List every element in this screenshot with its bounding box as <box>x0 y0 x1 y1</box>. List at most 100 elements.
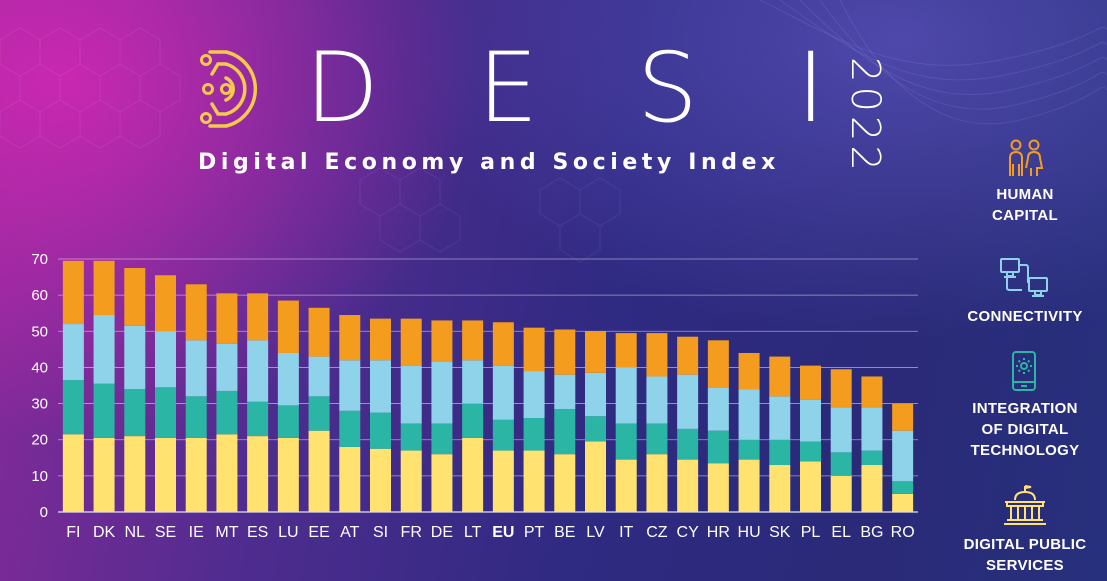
x-tick-label: BE <box>554 524 575 541</box>
bar-segment-lv <box>585 416 606 442</box>
bar-segment-pt <box>523 371 545 419</box>
desi-stacked-bar-chart: 0 10 20 30 40 50 60 70 FI DK NL SE IE MT ES LU EE AT SI FR D… <box>31 251 914 541</box>
bar-segment-fr <box>400 450 422 512</box>
bar-segment-nl <box>124 389 146 437</box>
bar-segment-hu <box>738 459 760 512</box>
bar-segment-es <box>247 340 269 402</box>
bar-segment-pl <box>800 399 821 442</box>
bar-segment-bg <box>861 450 883 466</box>
x-tick-label: IT <box>619 524 633 541</box>
bar-segment-el <box>830 475 852 512</box>
bar-segment-be <box>554 374 576 409</box>
bar-segment-at <box>339 410 361 447</box>
bar-segment-el <box>830 452 852 476</box>
bar-segment-eu <box>492 365 514 420</box>
bar-segment-de <box>431 362 453 424</box>
bar-segment-es <box>247 401 269 437</box>
x-tick-label: DK <box>93 524 116 541</box>
network-computers-icon <box>1000 258 1048 297</box>
bar-segment-ee <box>308 307 330 357</box>
bar-segment-at <box>339 446 361 512</box>
bar-segment-fr <box>400 423 422 451</box>
bar-segment-lt <box>462 437 484 512</box>
x-tick-label: HU <box>738 524 761 541</box>
bar-segment-el <box>830 407 852 453</box>
bar-segment-ro <box>892 493 914 512</box>
bar-segment-se <box>155 437 176 512</box>
x-tick-label: FR <box>401 524 422 541</box>
bar-segment-ie <box>185 396 207 438</box>
bar-segment-bg <box>861 407 883 451</box>
x-tick-label: EL <box>831 524 851 541</box>
logo-letter: I <box>796 32 825 144</box>
bar-segment-si <box>370 412 391 449</box>
x-tick-label: CY <box>677 524 700 541</box>
bar-segment-ie <box>185 437 207 512</box>
y-tick-label: 30 <box>31 396 48 413</box>
bar-segment-cz <box>646 454 668 512</box>
x-tick-label: DE <box>431 524 453 541</box>
y-tick-label: 50 <box>31 323 48 340</box>
bar-segment-pl <box>800 365 821 400</box>
bar-segment-pl <box>800 461 821 512</box>
y-tick-label: 60 <box>31 287 48 304</box>
x-tick-label: SI <box>373 524 388 541</box>
bar-segment-fi <box>62 260 84 325</box>
y-tick-label: 20 <box>31 432 48 449</box>
x-tick-label: SK <box>769 524 791 541</box>
bar-segment-se <box>155 387 176 438</box>
x-tick-label: PL <box>801 524 821 541</box>
bar-segment-hr <box>707 463 729 512</box>
legend-label: INTEGRATION OF DIGITAL TECHNOLOGY <box>970 400 1080 459</box>
bar-segment-fi <box>62 380 84 435</box>
government-building-icon <box>1004 485 1046 525</box>
legend-label: DIGITAL PUBLIC SERVICES <box>963 536 1087 574</box>
bar-segment-cy <box>677 336 699 375</box>
bar-segment-hu <box>738 439 760 460</box>
bar-segment-es <box>247 293 269 341</box>
bar-segment-cz <box>646 376 668 424</box>
bar-segment-dk <box>93 260 115 316</box>
bar-segment-sk <box>769 439 791 466</box>
bar-segment-ie <box>185 284 207 341</box>
bar-segment-eu <box>492 450 514 512</box>
logo-letter: D <box>305 32 379 144</box>
bar-segment-it <box>615 423 637 460</box>
bar-segment-cy <box>677 374 699 429</box>
x-tick-label: ES <box>247 524 268 541</box>
report-year: 2022 <box>842 57 888 175</box>
bar-segment-se <box>155 331 176 388</box>
bar-segment-cz <box>646 423 668 455</box>
bar-segment-fr <box>400 318 422 366</box>
bar-segment-be <box>554 408 576 455</box>
bar-segment-bg <box>861 465 883 512</box>
bar-segment-ie <box>185 340 207 397</box>
bar-segment-pt <box>523 327 545 372</box>
bar-segment-fi <box>62 324 84 381</box>
bar-segment-lu <box>277 437 299 512</box>
y-tick-label: 70 <box>31 251 48 268</box>
y-tick-label: 40 <box>31 359 48 376</box>
bar-segment-lv <box>585 331 606 373</box>
bar-segment-sk <box>769 356 791 397</box>
bar-segment-lt <box>462 360 484 404</box>
smartphone-gear-icon <box>1012 351 1036 391</box>
bar-segment-lu <box>277 405 299 438</box>
legend-item-human-capital: HUMAN CAPITAL <box>950 138 1100 226</box>
x-tick-label: SE <box>155 524 176 541</box>
bar-segment-mt <box>216 434 238 512</box>
bar-segment-mt <box>216 343 238 391</box>
logo-letter: S <box>637 32 698 144</box>
bar-segment-ee <box>308 396 330 431</box>
x-tick-label: LU <box>278 524 298 541</box>
x-tick-label: FI <box>66 524 80 541</box>
bar-segment-lu <box>277 352 299 406</box>
bar-segment-bg <box>861 376 883 408</box>
bar-segment-fr <box>400 365 422 424</box>
legend-item-integration-digital-technology: INTEGRATION OF DIGITAL TECHNOLOGY <box>950 350 1100 461</box>
y-tick-label: 10 <box>31 468 48 485</box>
bar-segment-nl <box>124 268 146 326</box>
y-tick-label: 0 <box>40 504 48 521</box>
x-tick-label: AT <box>340 524 359 541</box>
